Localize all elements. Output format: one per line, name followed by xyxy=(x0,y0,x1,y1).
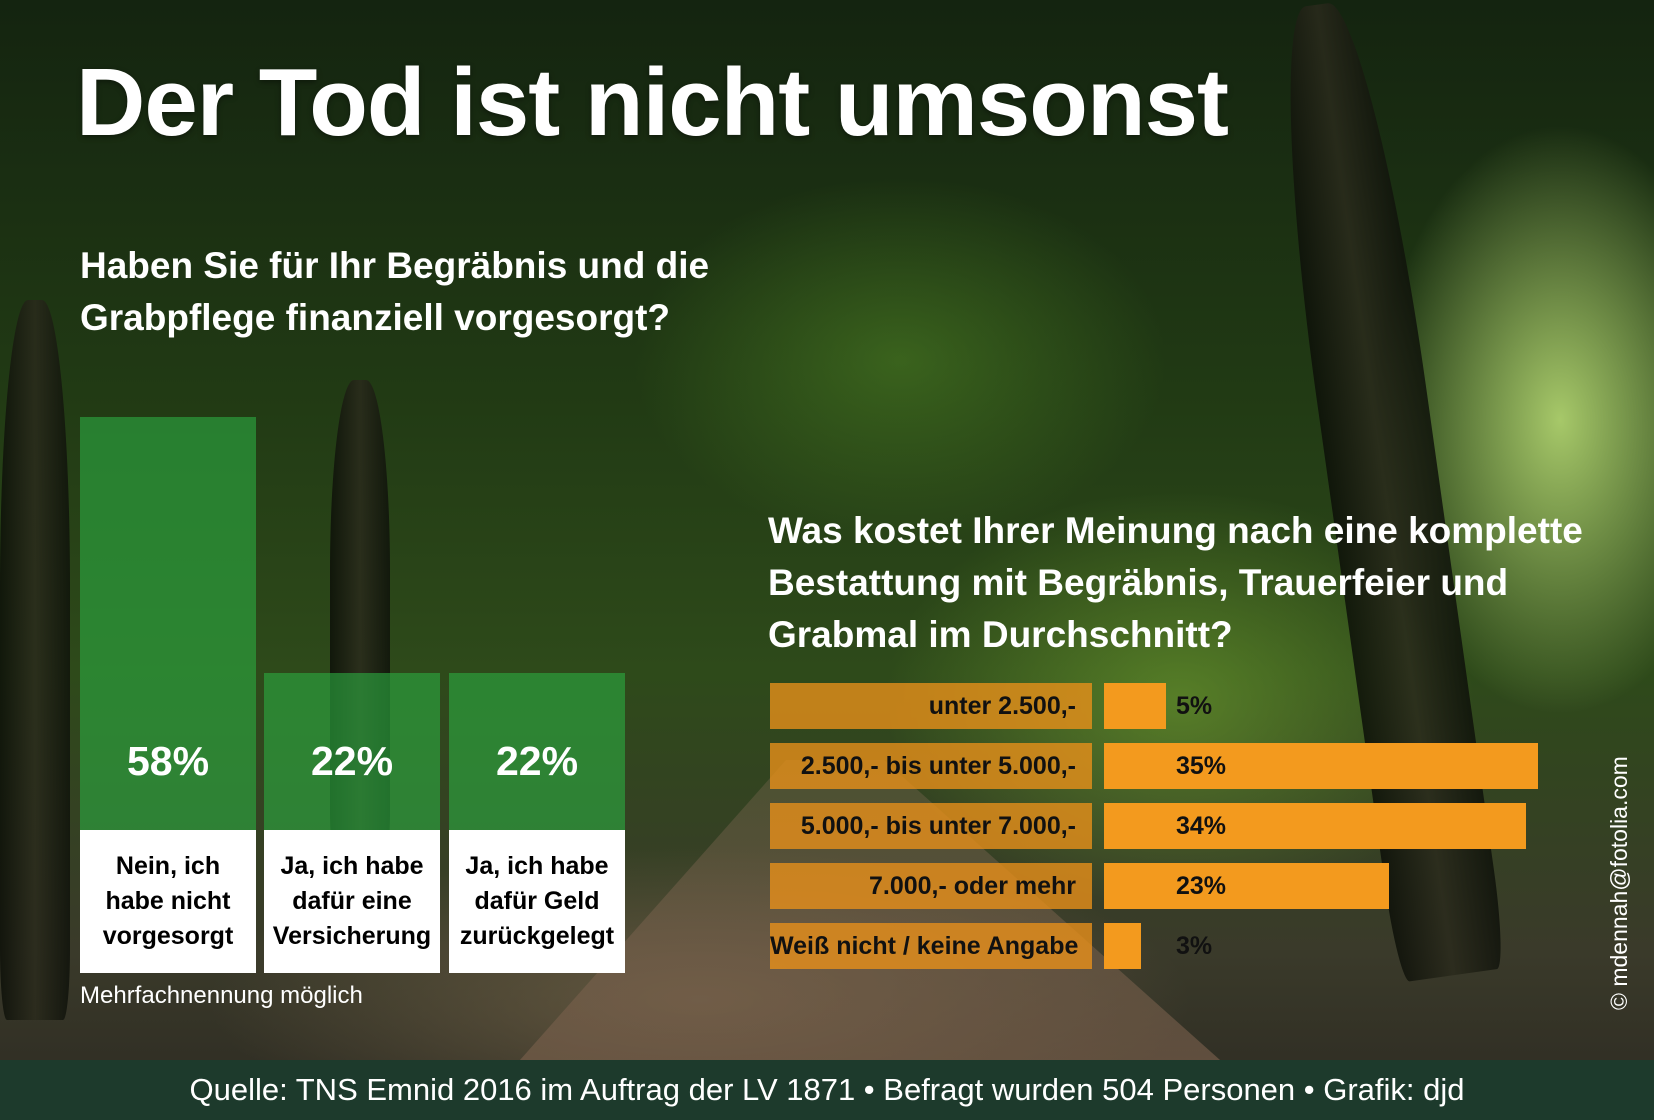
bar-2 xyxy=(264,673,440,830)
bar-category-label-2: Ja, ich habe dafür eine Versicherung xyxy=(264,830,440,973)
chart1-title: Haben Sie für Ihr Begräbnis und die Grab… xyxy=(80,245,710,338)
cost-value-label-1: 5% xyxy=(1176,692,1213,720)
cost-value-label-5: 3% xyxy=(1176,932,1213,960)
bar-3 xyxy=(449,673,625,830)
bar-value-label-3: 22% xyxy=(495,738,579,784)
cost-category-4: 7.000,- oder mehr xyxy=(770,863,1092,909)
cost-category-2: 2.500,- bis unter 5.000,- xyxy=(770,743,1092,789)
tree-trunk-left xyxy=(0,300,70,1020)
cost-bar-1 xyxy=(1104,683,1166,729)
cost-bar-2 xyxy=(1104,743,1538,789)
cost-bar-4 xyxy=(1104,863,1390,909)
bar-value-label-2: 22% xyxy=(310,738,394,784)
cost-value-label-4: 23% xyxy=(1176,872,1227,900)
cost-value-label-2: 35% xyxy=(1176,752,1227,780)
cost-bar-3 xyxy=(1104,803,1526,849)
cost-value-label-3: 34% xyxy=(1176,812,1227,840)
bar-category-label-1: Nein, ich habe nicht vorgesorgt xyxy=(80,830,256,973)
bar-value-label-1: 58% xyxy=(126,738,210,784)
bar-1 xyxy=(80,417,256,830)
bar-category-label-3: Ja, ich habe dafür Geld zurückgelegt xyxy=(449,830,625,973)
chart1-note: Mehrfachnennung möglich xyxy=(80,982,363,1009)
cost-category-5: Weiß nicht / keine Angabe xyxy=(770,923,1092,969)
page-title: Der Tod ist nicht umsonst xyxy=(76,49,1229,156)
cost-category-3: 5.000,- bis unter 7.000,- xyxy=(770,803,1092,849)
chart2-title: Was kostet Ihrer Meinung nach eine kompl… xyxy=(768,510,1583,655)
cost-category-1: unter 2.500,- xyxy=(770,683,1092,729)
source-footer: Quelle: TNS Emnid 2016 im Auftrag der LV… xyxy=(0,1060,1654,1120)
photo-credit: © mdennah@fotolia.com xyxy=(1606,756,1632,1010)
cost-bar-5 xyxy=(1104,923,1142,969)
